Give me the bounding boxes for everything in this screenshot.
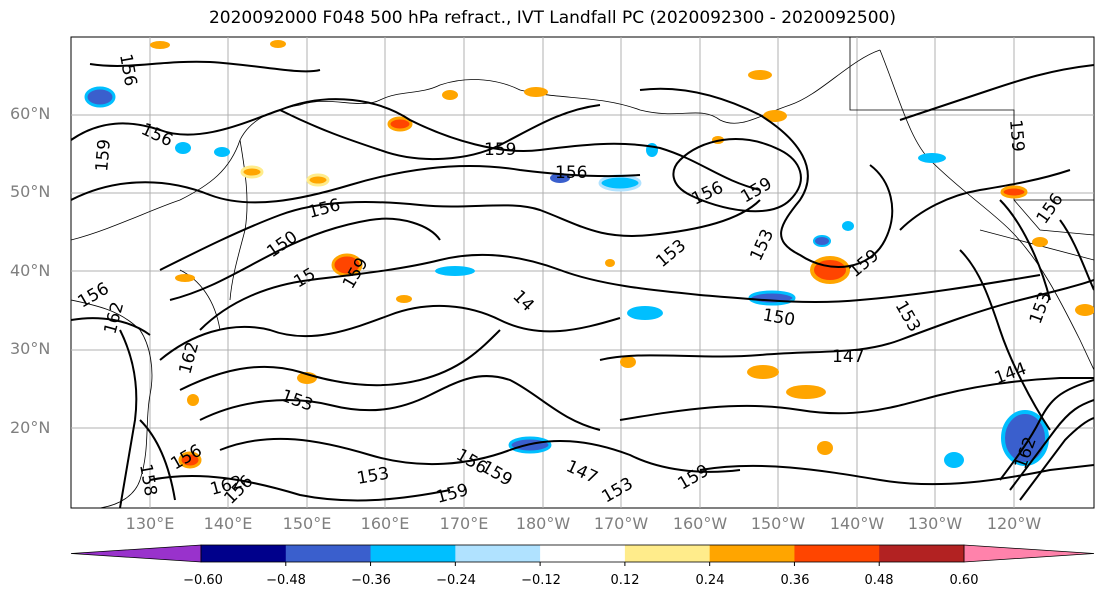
contour-label: 147 <box>832 347 864 367</box>
map-title: 2020092000 F048 500 hPa refract., IVT La… <box>208 8 896 28</box>
colorbar-tick-label: 0.48 <box>864 573 894 588</box>
lon-label: 180°W <box>515 514 571 533</box>
colorbar <box>70 544 1095 566</box>
colorbar-tick-label: −0.60 <box>183 573 223 588</box>
colorbar-tick-label: −0.24 <box>436 573 476 588</box>
colorbar-segment <box>794 545 880 562</box>
colorbar-segment <box>879 545 965 562</box>
contour-label: 159 <box>1005 119 1028 153</box>
colorbar-tick-label: −0.48 <box>266 573 306 588</box>
lon-label: 170°E <box>439 514 489 533</box>
lon-label: 130°E <box>125 514 175 533</box>
colorbar-frame <box>200 544 965 563</box>
colorbar-segment <box>709 545 795 562</box>
lon-label: 170°W <box>593 514 649 533</box>
colorbar-tick-label: 0.24 <box>695 573 725 588</box>
lat-label: 20°N <box>10 418 51 437</box>
lat-label: 60°N <box>10 104 51 123</box>
colorbar-segment <box>455 545 541 562</box>
lon-label: 160°E <box>360 514 410 533</box>
contour-label: 156 <box>555 163 587 183</box>
lon-label: 140°E <box>203 514 253 533</box>
lon-label: 160°W <box>672 514 728 533</box>
colorbar-tick-label: −0.12 <box>521 573 561 588</box>
contours <box>71 60 1094 508</box>
colorbar-tick-label: 0.60 <box>949 573 979 588</box>
lat-label: 30°N <box>10 339 51 358</box>
colorbar-segment <box>285 545 372 562</box>
colorbar-extend-high <box>963 544 1095 563</box>
lon-label: 150°E <box>282 514 332 533</box>
contour-label: 159 <box>92 138 115 172</box>
colorbar-tick-label: −0.36 <box>351 573 391 588</box>
colorbar-tick-label: 0.12 <box>610 573 640 588</box>
contour-label: 159 <box>484 140 516 160</box>
colorbar-tick-label: 0.36 <box>780 573 810 588</box>
colorbar-segment <box>370 545 456 562</box>
colorbar-segment <box>201 545 287 562</box>
colorbar-segment <box>624 545 711 562</box>
colorbar-segment <box>540 545 626 562</box>
lon-label: 150°W <box>750 514 806 533</box>
colorbar-extend-low <box>70 544 202 563</box>
lat-label: 50°N <box>10 182 51 201</box>
lat-label: 40°N <box>10 261 51 280</box>
lon-label: 130°W <box>907 514 963 533</box>
lon-label: 140°W <box>829 514 885 533</box>
lon-label: 120°W <box>986 514 1042 533</box>
